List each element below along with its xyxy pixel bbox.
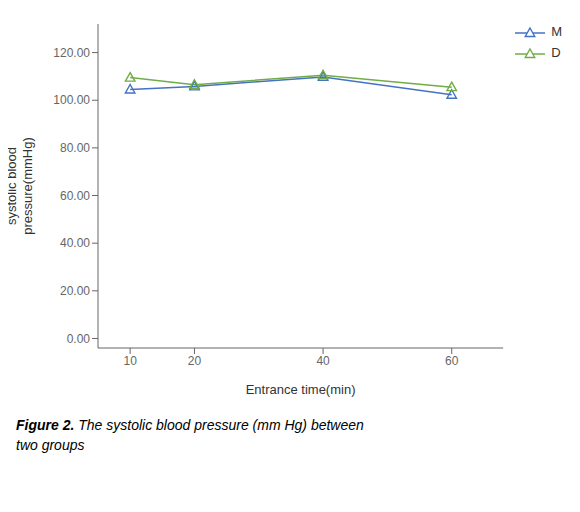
svg-text:120.00: 120.00 [53, 46, 90, 60]
svg-text:10: 10 [123, 354, 137, 368]
svg-text:20.00: 20.00 [60, 284, 90, 298]
svg-text:0.00: 0.00 [67, 332, 91, 346]
html-text:D: D [551, 45, 561, 60]
svg-text:40.00: 40.00 [60, 236, 90, 250]
svg-text:60: 60 [445, 354, 459, 368]
svg-text:40: 40 [316, 354, 330, 368]
svg-text:80.00: 80.00 [60, 141, 90, 155]
svg-text:Entrance time(min): Entrance time(min) [246, 382, 356, 397]
svg-text:systolic bloodpressure(mmHg): systolic bloodpressure(mmHg) [8, 137, 35, 235]
svg-text:100.00: 100.00 [53, 93, 90, 107]
html-text:M: M [551, 24, 562, 39]
html-text:Figure 2. The systolic blood p: Figure 2. The systolic blood pressure (m… [16, 417, 364, 453]
svg-text:60.00: 60.00 [60, 189, 90, 203]
svg-text:20: 20 [188, 354, 202, 368]
